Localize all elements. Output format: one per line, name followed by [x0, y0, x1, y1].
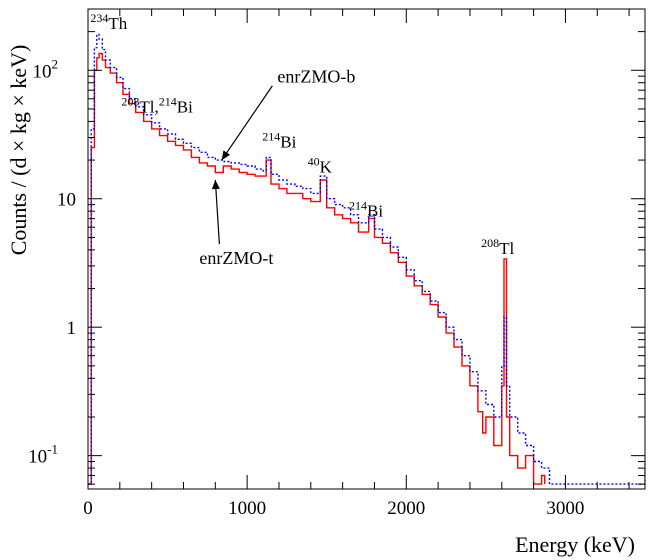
- peak-label: 214Bi: [349, 198, 383, 220]
- peak-label: 40K: [308, 155, 333, 177]
- peak-label-element: Bi: [280, 133, 296, 152]
- peak-label-element: K: [320, 158, 333, 177]
- arrow-head-icon: [221, 150, 231, 161]
- y-tick-exponent: -1: [47, 442, 58, 457]
- peak-label-mass: 208: [121, 94, 139, 108]
- y-tick-base: 10: [33, 61, 52, 82]
- series-label: enrZMO-b: [277, 67, 355, 87]
- plot-frame: [87, 8, 646, 490]
- series-line-1: [88, 52, 546, 485]
- peak-label-element: Bi: [177, 97, 193, 116]
- arrow-head-icon: [211, 179, 220, 190]
- peak-label-element: Tl,: [139, 97, 158, 116]
- series-group: [88, 33, 645, 485]
- x-tick-label: 3000: [546, 498, 584, 519]
- series-label: enrZMO-t: [199, 248, 273, 268]
- peak-label: 214Bi: [262, 130, 296, 152]
- y-tick-label: 102: [33, 56, 59, 82]
- peak-label-mass: 214: [262, 130, 280, 144]
- series-label-arrow: [221, 85, 273, 161]
- series-label-arrow: [214, 179, 220, 245]
- x-axis-label: Energy (keV): [515, 532, 635, 557]
- x-tick-label: 0: [83, 498, 93, 519]
- peak-label-element: Th: [108, 14, 127, 33]
- peak-label: 234Th: [90, 11, 127, 33]
- y-tick-base: 10: [28, 447, 47, 468]
- y-tick-exponent: 2: [52, 56, 59, 71]
- peak-label-mass: 208: [481, 236, 499, 250]
- peak-label-mass: 214: [159, 94, 177, 108]
- y-tick-label: 10: [57, 190, 76, 211]
- peak-label-mass: 214: [349, 198, 367, 212]
- peak-annotations: 234Th208Tl,214Bi214Bi40K214Bi208TlenrZMO…: [90, 11, 514, 268]
- peak-label: 208Tl: [481, 236, 514, 258]
- y-tick-label: 1: [67, 318, 77, 339]
- series-line-2: [88, 33, 645, 485]
- peak-label-element: Bi: [367, 201, 383, 220]
- peak-label-mass: 40: [308, 155, 320, 169]
- peak-label-mass: 234: [90, 11, 108, 25]
- x-tick-label: 1000: [228, 498, 266, 519]
- x-tick-label: 2000: [387, 498, 425, 519]
- y-axis-label: Counts / (d × kg × keV): [6, 45, 31, 256]
- peak-label-element: Tl: [499, 239, 514, 258]
- y-tick-label: 10-1: [28, 442, 58, 468]
- peak-label: 208Tl,214Bi: [121, 94, 193, 116]
